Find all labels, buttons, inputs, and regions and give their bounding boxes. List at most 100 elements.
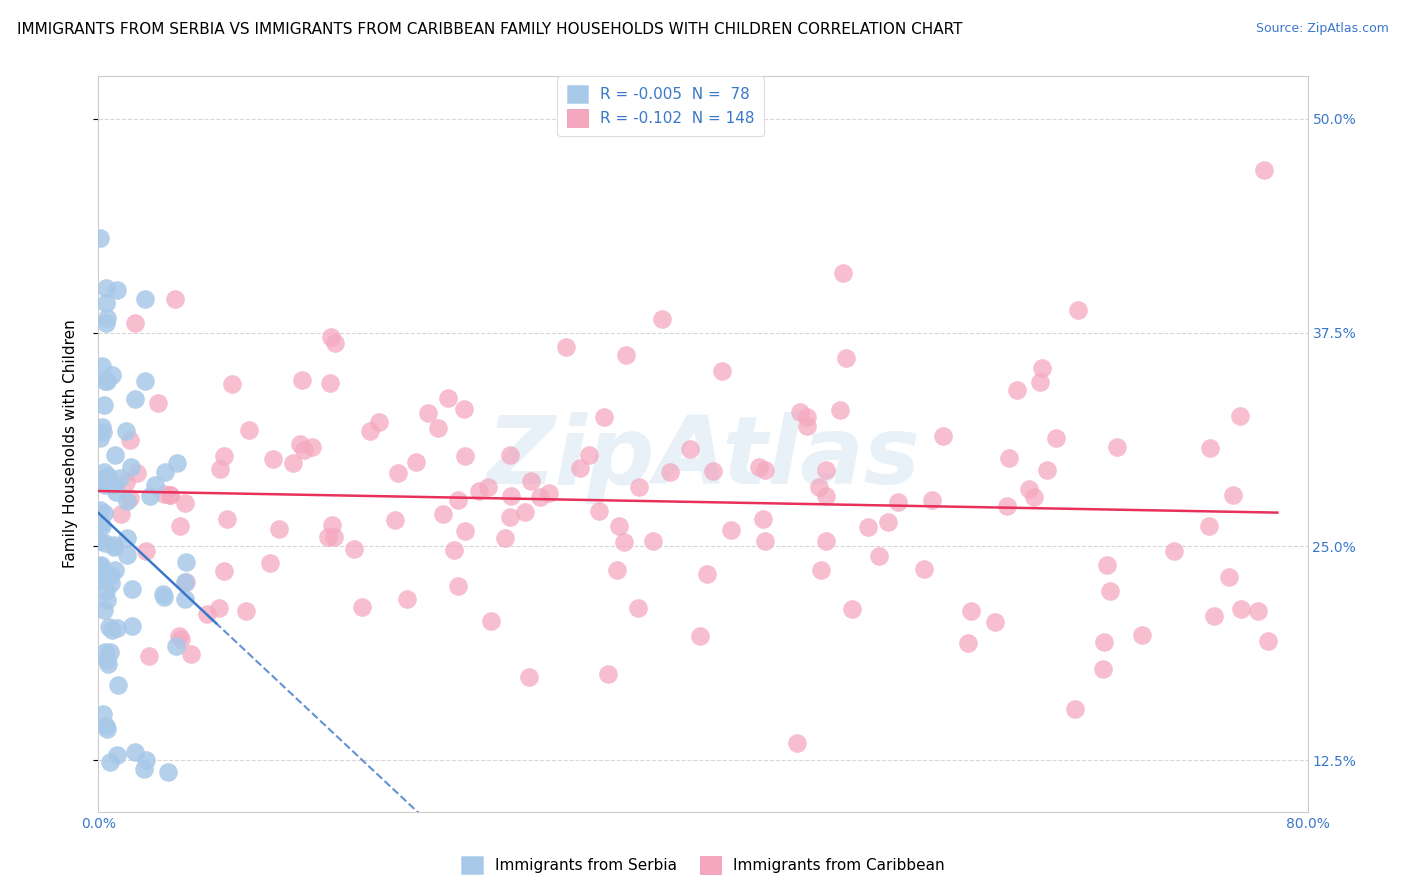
Point bbox=[100, 568, 122, 582]
Point bbox=[105, 283, 128, 297]
Point bbox=[454, 450, 477, 464]
Point bbox=[499, 448, 522, 462]
Point bbox=[100, 755, 122, 769]
Point bbox=[104, 563, 127, 577]
Point bbox=[748, 460, 770, 475]
Point bbox=[468, 483, 491, 498]
Point bbox=[110, 507, 132, 521]
Point bbox=[807, 480, 830, 494]
Point bbox=[103, 538, 125, 552]
Point bbox=[796, 418, 818, 433]
Point bbox=[868, 549, 890, 564]
Point bbox=[1199, 441, 1222, 455]
Point bbox=[143, 478, 166, 492]
Point bbox=[96, 652, 118, 666]
Point bbox=[921, 492, 943, 507]
Point bbox=[94, 296, 117, 310]
Point bbox=[395, 592, 418, 607]
Point bbox=[1067, 302, 1090, 317]
Point bbox=[101, 623, 124, 637]
Point bbox=[796, 409, 818, 424]
Point bbox=[110, 471, 132, 485]
Point bbox=[1163, 544, 1185, 558]
Point bbox=[831, 266, 853, 280]
Point bbox=[153, 465, 176, 479]
Point bbox=[1229, 409, 1251, 424]
Point bbox=[835, 351, 858, 365]
Point bbox=[283, 456, 305, 470]
Point bbox=[387, 467, 409, 481]
Point bbox=[103, 478, 125, 492]
Point bbox=[384, 513, 406, 527]
Point bbox=[786, 736, 808, 750]
Point bbox=[93, 506, 115, 520]
Point bbox=[1107, 440, 1129, 454]
Point bbox=[169, 629, 191, 643]
Point bbox=[1018, 482, 1040, 496]
Point bbox=[117, 494, 139, 508]
Point bbox=[814, 489, 837, 503]
Point bbox=[89, 431, 111, 445]
Point bbox=[689, 629, 711, 643]
Point bbox=[702, 464, 724, 478]
Point bbox=[477, 480, 499, 494]
Point bbox=[93, 603, 115, 617]
Point bbox=[789, 404, 811, 418]
Point bbox=[555, 340, 578, 354]
Point bbox=[437, 392, 460, 406]
Point bbox=[453, 402, 475, 417]
Point bbox=[94, 536, 117, 550]
Point bbox=[720, 524, 742, 538]
Point bbox=[115, 475, 138, 489]
Point bbox=[238, 423, 260, 437]
Point bbox=[105, 484, 128, 499]
Point bbox=[93, 466, 115, 480]
Point bbox=[152, 587, 174, 601]
Point bbox=[1031, 361, 1053, 376]
Text: IMMIGRANTS FROM SERBIA VS IMMIGRANTS FROM CARIBBEAN FAMILY HOUSEHOLDS WITH CHILD: IMMIGRANTS FROM SERBIA VS IMMIGRANTS FRO… bbox=[17, 22, 962, 37]
Point bbox=[359, 425, 381, 439]
Point bbox=[121, 619, 143, 633]
Point bbox=[815, 463, 838, 477]
Point bbox=[1007, 383, 1029, 397]
Point bbox=[115, 531, 138, 545]
Point bbox=[98, 645, 121, 659]
Point bbox=[517, 670, 540, 684]
Legend: R = -0.005  N =  78, R = -0.102  N = 148: R = -0.005 N = 78, R = -0.102 N = 148 bbox=[557, 76, 763, 136]
Point bbox=[94, 569, 117, 583]
Point bbox=[97, 620, 120, 634]
Point bbox=[1222, 488, 1244, 502]
Y-axis label: Family Households with Children: Family Households with Children bbox=[63, 319, 77, 568]
Point bbox=[94, 645, 117, 659]
Point bbox=[96, 310, 118, 325]
Point bbox=[96, 722, 118, 736]
Point bbox=[90, 474, 112, 488]
Point bbox=[124, 392, 146, 407]
Point bbox=[215, 512, 238, 526]
Point bbox=[1130, 628, 1153, 642]
Point bbox=[100, 575, 122, 590]
Point bbox=[432, 507, 454, 521]
Point bbox=[319, 330, 342, 344]
Point bbox=[165, 292, 187, 306]
Point bbox=[343, 542, 366, 557]
Point bbox=[319, 376, 342, 391]
Point bbox=[1099, 584, 1122, 599]
Point bbox=[94, 719, 117, 733]
Point bbox=[659, 465, 682, 479]
Point bbox=[91, 706, 114, 721]
Point bbox=[135, 753, 157, 767]
Point bbox=[368, 415, 391, 429]
Point bbox=[1246, 604, 1268, 618]
Point bbox=[156, 765, 179, 780]
Point bbox=[107, 678, 129, 692]
Point bbox=[208, 601, 231, 615]
Point bbox=[134, 375, 156, 389]
Text: Source: ZipAtlas.com: Source: ZipAtlas.com bbox=[1256, 22, 1389, 36]
Point bbox=[592, 409, 614, 424]
Point bbox=[588, 504, 610, 518]
Point bbox=[494, 531, 516, 545]
Point bbox=[91, 359, 114, 373]
Point bbox=[104, 448, 127, 462]
Point bbox=[1063, 702, 1085, 716]
